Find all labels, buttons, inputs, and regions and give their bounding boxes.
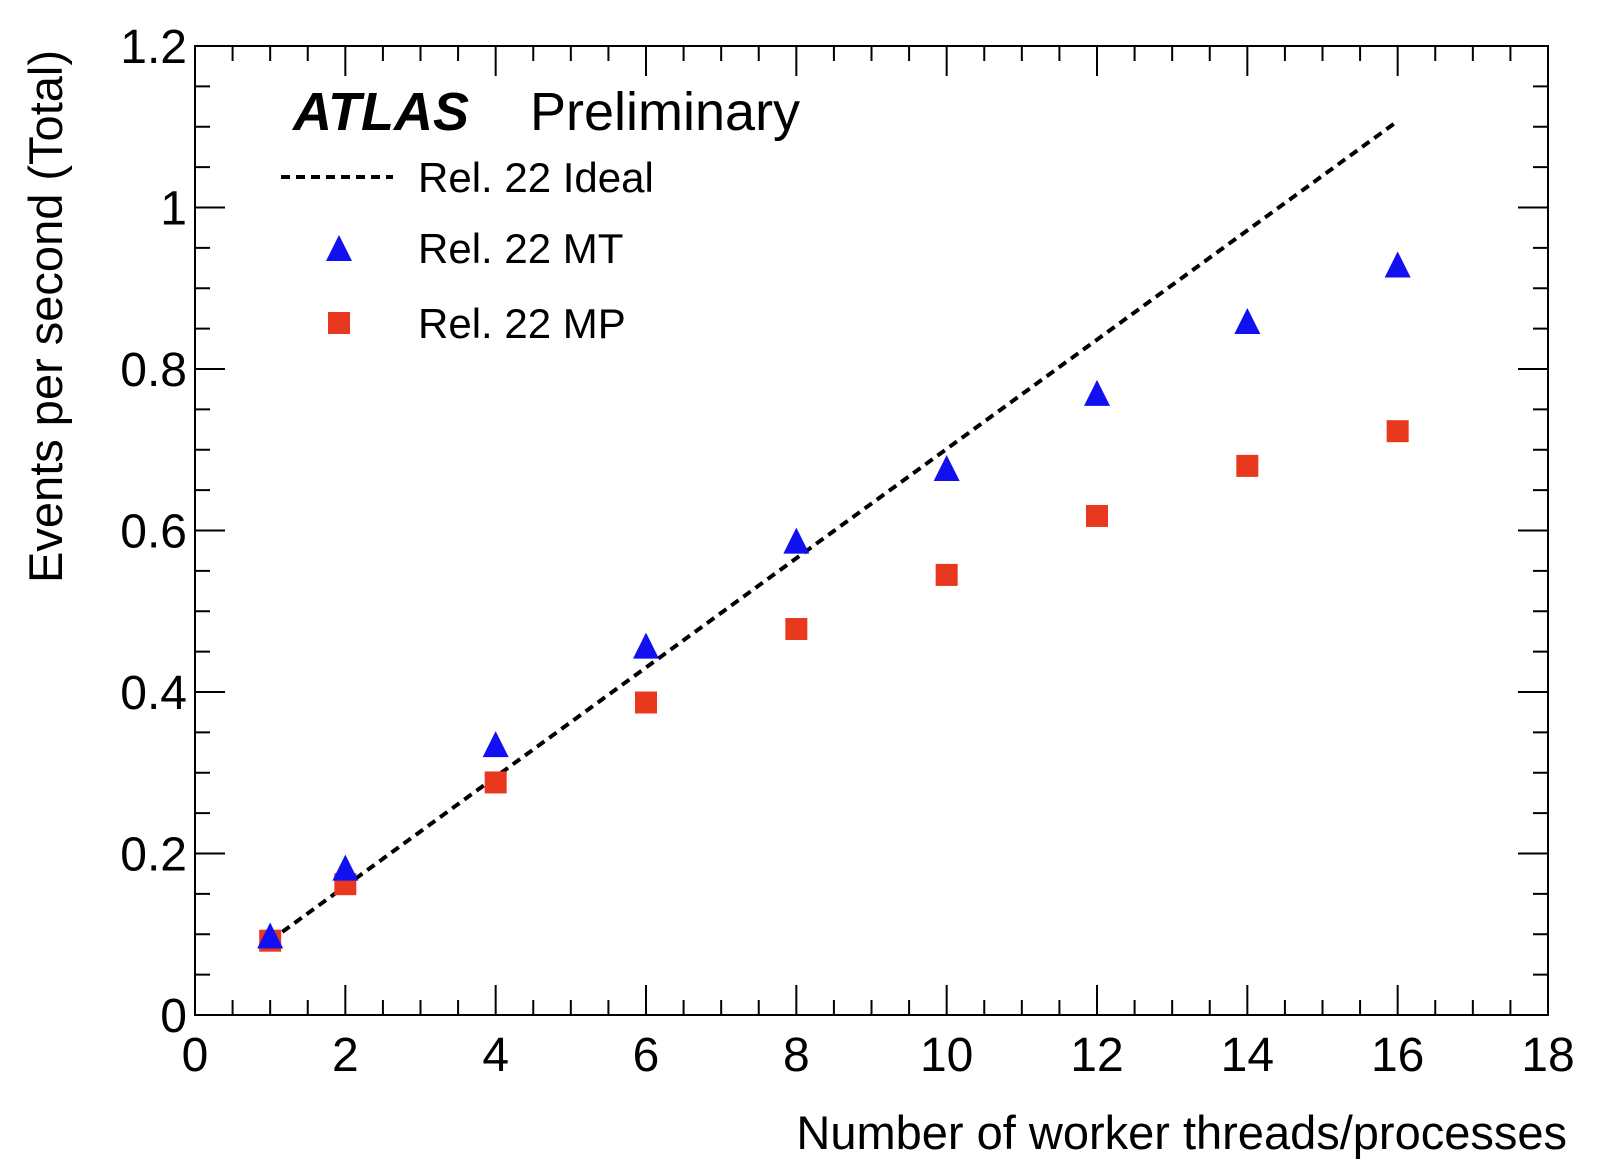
ideal-line-layer <box>268 119 1399 943</box>
x-tick-label: 2 <box>332 1029 359 1082</box>
y-tick-labels: 0 0.2 0.4 0.6 0.8 1 1.2 <box>120 21 187 1043</box>
x-tick-label: 10 <box>920 1029 973 1082</box>
x-tick-label: 12 <box>1070 1029 1123 1082</box>
x-tick-label: 14 <box>1221 1029 1274 1082</box>
x-tick-label: 0 <box>182 1029 209 1082</box>
mp-point <box>1236 454 1259 477</box>
y-tick-label: 0.6 <box>120 506 187 559</box>
mt-point <box>1234 307 1261 334</box>
mp-point <box>1386 420 1409 443</box>
plot-frame <box>194 45 1549 1016</box>
y-tick-label: 1.2 <box>120 21 187 74</box>
mp-point <box>484 771 507 794</box>
ideal-line <box>268 119 1399 943</box>
y-tick-label: 0.2 <box>120 829 187 882</box>
mt-point <box>633 632 659 659</box>
atlas-status-label: Preliminary <box>530 82 800 142</box>
x-tick-label: 4 <box>482 1029 509 1082</box>
mp-point <box>1086 504 1108 527</box>
x-tick-label: 16 <box>1371 1029 1424 1082</box>
mt-point <box>332 854 359 881</box>
y-axis-title: Events per second (Total) <box>19 50 72 583</box>
markers-layer <box>257 251 1411 952</box>
x-tick-label: 6 <box>633 1029 660 1082</box>
mt-point <box>482 731 509 758</box>
mt-point <box>1084 379 1110 406</box>
legend-mt-swatch <box>326 235 352 261</box>
x-tick-labels: 0 2 4 6 8 10 12 14 16 18 <box>182 1029 1575 1082</box>
x-axis-title: Number of worker threads/processes <box>796 1106 1567 1159</box>
legend-ideal-label: Rel. 22 Ideal <box>418 154 654 201</box>
legend-mp-label: Rel. 22 MP <box>418 300 626 347</box>
y-tick-label: 0 <box>160 990 187 1043</box>
y-tick-label: 0.8 <box>120 344 187 397</box>
x-tick-label: 18 <box>1521 1029 1574 1082</box>
mp-point <box>785 618 808 641</box>
atlas-label: ATLAS Preliminary <box>291 82 800 142</box>
y-tick-label: 0.4 <box>120 667 187 720</box>
mt-point <box>1384 251 1411 278</box>
atlas-experiment-label: ATLAS <box>291 82 469 142</box>
mp-point <box>635 691 657 714</box>
legend-mp-swatch <box>328 312 350 334</box>
mt-point <box>257 922 284 949</box>
legend: Rel. 22 Ideal Rel. 22 MT Rel. 22 MP <box>281 154 654 347</box>
legend-mt-label: Rel. 22 MT <box>418 225 623 272</box>
mt-point <box>933 454 960 481</box>
x-tick-label: 8 <box>783 1029 810 1082</box>
y-tick-label: 1 <box>160 183 187 236</box>
mt-point <box>783 527 810 554</box>
mp-point <box>935 563 958 586</box>
